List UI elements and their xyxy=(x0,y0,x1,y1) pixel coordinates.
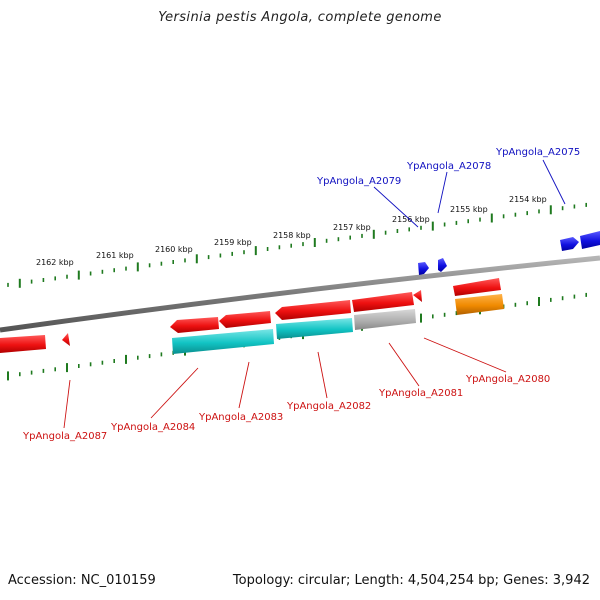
gene-ypangola-a2080[interactable] xyxy=(453,278,501,296)
accession-text: Accession: NC_010159 xyxy=(8,573,156,588)
gene-ypangola-a2081[interactable] xyxy=(352,290,422,312)
leader-a2087 xyxy=(63,379,71,429)
forward-scale-ticks xyxy=(7,202,588,288)
topology-summary: Topology: circular; Length: 4,504,254 bp… xyxy=(232,573,590,588)
label-a2078[interactable]: YpAngola_A2078 xyxy=(406,161,491,172)
gene-ypangola-a2084[interactable] xyxy=(170,317,219,333)
label-a2081[interactable]: YpAngola_A2081 xyxy=(378,388,463,399)
gene-ypangola-a2078[interactable] xyxy=(438,258,447,272)
gene-ypangola-a2079[interactable] xyxy=(418,262,429,275)
gene-ypangola-a2080-orange[interactable] xyxy=(455,294,504,315)
leader-a2078 xyxy=(437,171,448,214)
scale-label-2161: 2161 kbp xyxy=(96,251,134,260)
leader-a2084 xyxy=(150,367,199,419)
leader-a2080 xyxy=(423,337,507,373)
label-a2084[interactable]: YpAngola_A2084 xyxy=(110,422,195,433)
label-a2083[interactable]: YpAngola_A2083 xyxy=(198,412,283,423)
gene-ypangola-a2081-gray[interactable] xyxy=(354,309,416,330)
gene-ypangola-a2087[interactable] xyxy=(0,335,46,353)
scale-label-2154: 2154 kbp xyxy=(509,195,547,204)
scale-label-2155: 2155 kbp xyxy=(450,205,488,214)
leader-a2081 xyxy=(388,342,420,387)
label-a2080[interactable]: YpAngola_A2080 xyxy=(465,374,550,385)
genome-backbone xyxy=(0,255,600,333)
label-a2079[interactable]: YpAngola_A2079 xyxy=(316,176,401,187)
leader-a2079 xyxy=(373,186,419,228)
scale-label-2160: 2160 kbp xyxy=(155,245,193,254)
map-title: Yersinia pestis Angola, complete genome xyxy=(158,10,442,25)
label-a2082[interactable]: YpAngola_A2082 xyxy=(286,401,371,412)
leader-a2075 xyxy=(542,159,566,205)
scale-label-2156: 2156 kbp xyxy=(392,215,430,224)
gene-ypangola-a2082[interactable] xyxy=(275,300,351,320)
label-a2087[interactable]: YpAngola_A2087 xyxy=(22,431,107,442)
scale-label-2162: 2162 kbp xyxy=(36,258,74,267)
leader-a2082 xyxy=(317,351,328,399)
gene-ypangola-a2083-cyan[interactable] xyxy=(172,329,274,354)
scale-label-2157: 2157 kbp xyxy=(333,223,371,232)
scale-label-2159: 2159 kbp xyxy=(214,238,252,247)
scale-label-2158: 2158 kbp xyxy=(273,231,311,240)
leader-a2083 xyxy=(238,361,250,409)
gene-ypangola-a2075[interactable] xyxy=(560,231,600,251)
gene-small-reverse[interactable] xyxy=(62,333,70,346)
gene-ypangola-a2082-cyan[interactable] xyxy=(276,318,353,339)
label-a2075[interactable]: YpAngola_A2075 xyxy=(495,147,580,158)
gene-ypangola-a2083[interactable] xyxy=(219,311,271,328)
